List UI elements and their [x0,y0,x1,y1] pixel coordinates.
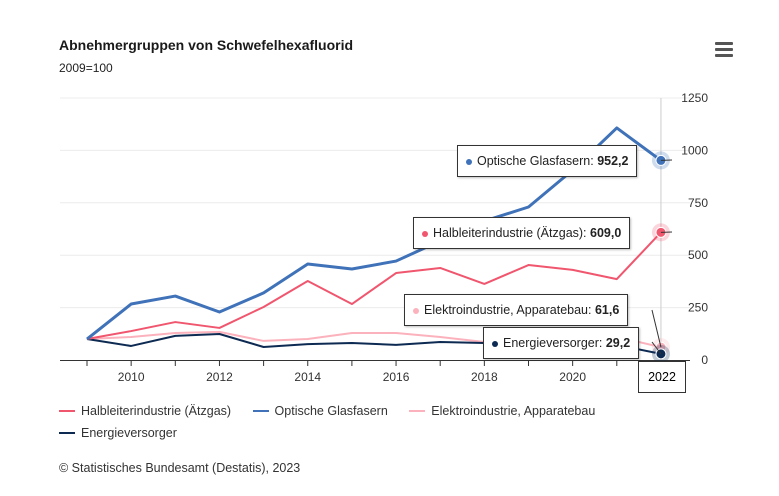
legend-label: Elektroindustrie, Apparatebau [431,404,596,418]
chart-title: Abnehmergruppen von Schwefelhexafluorid [59,37,354,53]
y-tick-label: 1000 [681,143,708,157]
legend-label: Halbleiterindustrie (Ätzgas) [81,404,232,418]
y-tick-label: 500 [688,248,708,262]
credit-text[interactable]: © Statistisches Bundesamt (Destatis), 20… [59,461,301,475]
y-tick-label: 250 [688,301,708,315]
tooltip-pointer [651,309,662,348]
x-tick-label: 2018 [471,370,498,384]
y-tick-label: 750 [688,196,708,210]
tooltip-energie: Energieversorger: 29,2 [483,327,640,359]
tooltip-label: Optische Glasfasern: [477,154,598,168]
tooltip-label: Elektroindustrie, Apparatebau: [424,303,595,317]
tooltip-glasfasern: Optische Glasfasern: 952,2 [457,145,638,177]
legend-label: Optische Glasfasern [274,404,388,418]
legend-item-halbleiter[interactable]: Halbleiterindustrie (Ätzgas) [59,400,231,422]
x-tick-label: 2016 [383,370,410,384]
legend-item-glasfasern[interactable]: Optische Glasfasern [252,400,388,422]
tooltip-label: Halbleiterindustrie (Ätzgas): [433,226,591,240]
legend: Halbleiterindustrie (Ätzgas) Optische Gl… [59,400,699,444]
legend-item-elektro[interactable]: Elektroindustrie, Apparatebau [409,400,595,422]
tooltip-value: 609,0 [590,226,622,240]
tooltip-halbleiter: Halbleiterindustrie (Ätzgas): 609,0 [413,217,631,249]
series-line[interactable] [86,231,662,341]
tooltip-pointer [651,341,662,355]
legend-item-energie[interactable]: Energieversorger [59,422,177,444]
x-tick-label: 2010 [118,370,145,384]
x-tick-label: 2014 [294,370,321,384]
x-tick-label: 2012 [206,370,233,384]
hamburger-menu-icon[interactable] [715,42,733,58]
tooltip-label: Energieversorger: [503,336,606,350]
x-tick-label: 2020 [559,370,586,384]
tooltip-value: 61,6 [594,303,620,317]
tooltip-value: 952,2 [597,154,629,168]
y-tick-label: 1250 [681,91,708,105]
tooltip-value: 29,2 [605,336,631,350]
legend-label: Energieversorger [81,426,177,440]
tooltip-elektro: Elektroindustrie, Apparatebau: 61,6 [404,294,629,326]
chart-subtitle: 2009=100 [59,61,113,75]
y-tick-label: 0 [701,353,708,367]
x-crosshair-label: 2022 [638,361,686,393]
